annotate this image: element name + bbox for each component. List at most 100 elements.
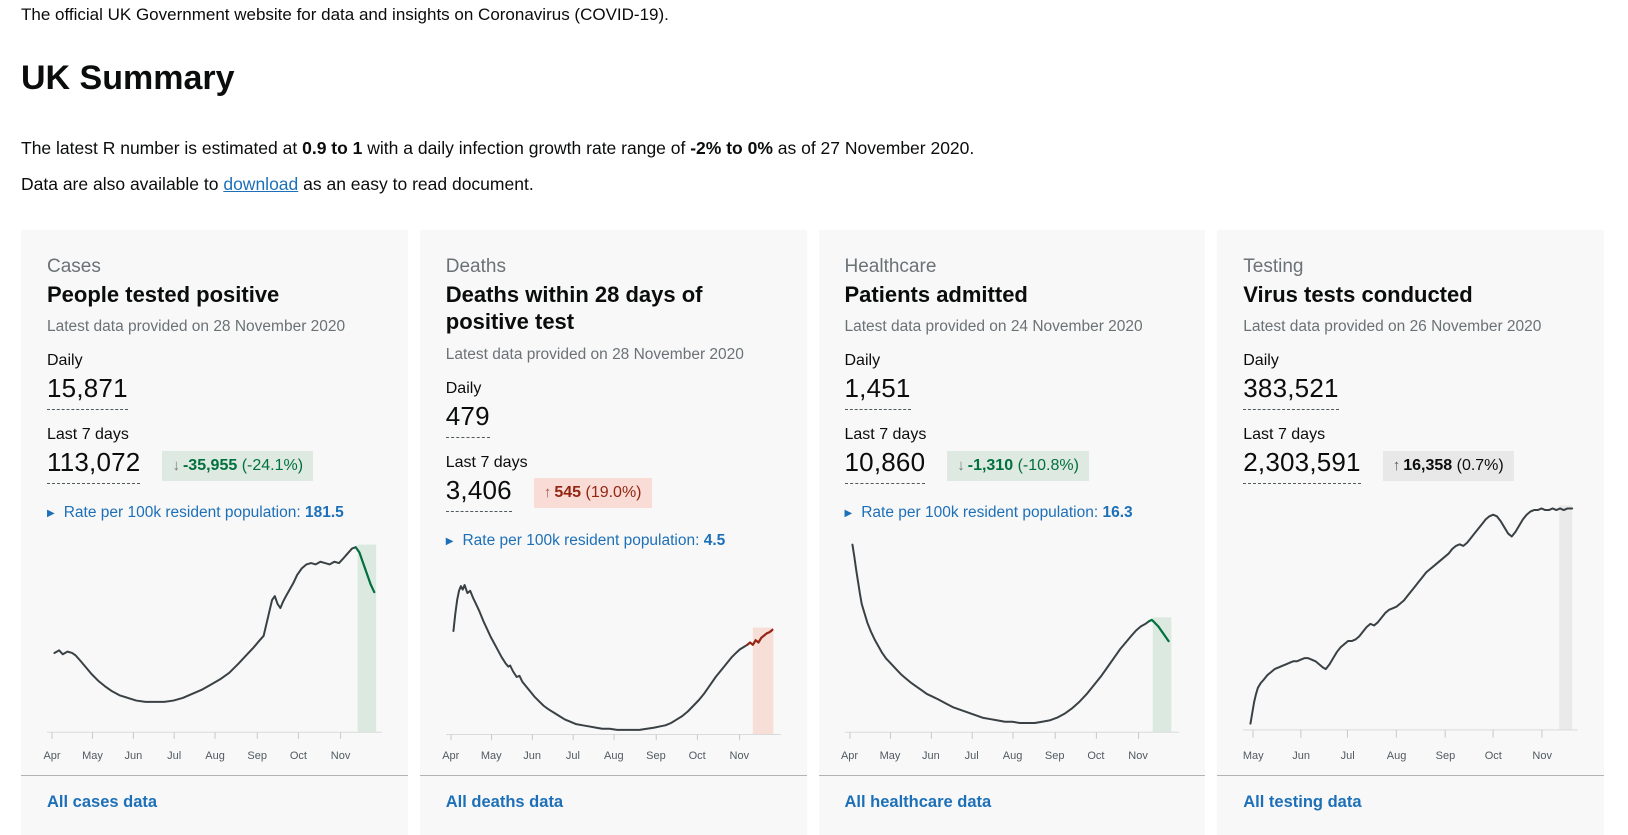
down-arrow-icon: ↓: [957, 456, 965, 474]
month-label: Jun: [1292, 749, 1311, 762]
all-data-link[interactable]: All testing data: [1243, 792, 1362, 811]
r-sentence-pre: The latest R number is estimated at: [21, 138, 303, 159]
all-data-link[interactable]: All deaths data: [445, 792, 564, 811]
month-label: Oct: [1087, 749, 1105, 762]
sparkline-chart: [446, 562, 781, 746]
month-label: Jun: [921, 749, 940, 762]
latest-date-note: Latest data provided on 28 November 2020: [47, 318, 346, 336]
month-label: Sep: [247, 749, 268, 762]
download-sentence-post: as an easy to read document.: [298, 174, 534, 195]
sparkline-area: Apr May Jun Jul Aug Sep Oct Nov: [420, 550, 807, 775]
rate-disclosure[interactable]: ▶ Rate per 100k resident population: 4.5: [446, 532, 781, 550]
sparkline-chart: [1243, 496, 1578, 746]
latest-date-note: Latest data provided on 24 November 2020: [844, 318, 1143, 336]
rate-value: 181.5: [304, 504, 344, 522]
up-arrow-icon: ↑: [1392, 456, 1401, 474]
week-label: Last 7 days: [47, 426, 129, 444]
week-stat: Last 7 days 10,860 ↓ -1,310 (-10.8%): [844, 426, 1180, 485]
month-axis: Apr May Jun Jul Aug Sep Oct Nov: [841, 749, 1180, 765]
change-percent: (-24.1%): [241, 456, 304, 474]
month-label: Nov: [330, 749, 351, 762]
all-data-link[interactable]: All healthcare data: [844, 792, 992, 811]
daily-value: 1,451: [844, 373, 911, 411]
summary-cards-row: Cases People tested positive Latest data…: [21, 229, 1604, 835]
month-label: Sep: [1044, 749, 1065, 762]
month-axis: Apr May Jun Jul Aug Sep Oct Nov: [43, 749, 382, 765]
sparkline-chart: [845, 534, 1180, 746]
card-title: Virus tests conducted: [1243, 281, 1473, 307]
sparkline-area: Apr May Jun Jul Aug Sep Oct Nov: [819, 522, 1206, 775]
week-stat: Last 7 days 2,303,591 ↑ 16,358 (0.7%): [1243, 426, 1578, 485]
month-label: Jul: [1340, 749, 1355, 762]
card-footer: All testing data: [1217, 774, 1604, 835]
summary-card-healthcare: Healthcare Patients admitted Latest data…: [818, 229, 1206, 835]
change-value: 545: [554, 484, 582, 502]
summary-card-testing: Testing Virus tests conducted Latest dat…: [1217, 229, 1604, 835]
month-label: Aug: [1002, 749, 1023, 762]
month-axis: Apr May Jun Jul Aug Sep Oct Nov: [442, 749, 781, 765]
week-stat: Last 7 days 113,072 ↓ -35,955 (-24.1%): [47, 426, 382, 485]
growth-rate-value: -2% to 0%: [690, 138, 773, 159]
month-label: Oct: [289, 749, 307, 762]
daily-label: Daily: [47, 352, 83, 370]
daily-value: 15,871: [47, 373, 128, 411]
sparkline-area: Apr May Jun Jul Aug Sep Oct Nov: [21, 522, 408, 775]
card-footer: All cases data: [21, 774, 408, 835]
daily-value: 479: [445, 401, 490, 438]
rate-label: Rate per 100k resident population:: [462, 531, 700, 549]
month-label: May: [1242, 749, 1264, 762]
month-axis: May Jun Jul Aug Sep Oct Nov: [1243, 750, 1578, 765]
download-link[interactable]: download: [223, 174, 299, 195]
rate-label: Rate per 100k resident population:: [861, 504, 1099, 522]
rate-value: 4.5: [703, 531, 726, 549]
change-percent: (0.7%): [1456, 456, 1504, 474]
rate-disclosure[interactable]: ▶ Rate per 100k resident population: 181.…: [47, 504, 382, 522]
month-label: Jul: [565, 749, 580, 762]
disclosure-triangle-icon: ▶: [844, 508, 853, 520]
change-badge: ↓ -35,955 (-24.1%): [162, 450, 314, 481]
month-label: Apr: [442, 749, 460, 762]
up-arrow-icon: ↑: [543, 484, 552, 502]
month-label: Sep: [1435, 749, 1456, 762]
summary-card-deaths: Deaths Deaths within 28 days of positive…: [419, 229, 807, 835]
week-value: 113,072: [47, 447, 141, 485]
week-value: 2,303,591: [1243, 447, 1361, 485]
week-label: Last 7 days: [1243, 426, 1326, 444]
latest-date-note: Latest data provided on 28 November 2020: [445, 345, 744, 363]
week-value: 10,860: [844, 447, 926, 485]
latest-date-note: Latest data provided on 26 November 2020: [1243, 318, 1542, 336]
month-label: Nov: [1128, 749, 1148, 762]
card-title: People tested positive: [47, 281, 280, 307]
disclosure-triangle-icon: ▶: [445, 535, 454, 547]
card-title: Deaths within 28 days of positive test: [445, 281, 703, 335]
daily-stat: Daily 15,871: [47, 352, 382, 411]
sparkline-chart: [47, 534, 382, 746]
month-label: May: [480, 749, 502, 762]
daily-stat: Daily 383,521: [1243, 352, 1578, 411]
month-label: May: [82, 749, 103, 762]
r-number-sentence: The latest R number is estimated at 0.9 …: [21, 137, 1604, 160]
change-value: -35,955: [182, 456, 238, 474]
week-label: Last 7 days: [445, 453, 528, 471]
disclosure-triangle-icon: ▶: [47, 508, 55, 520]
month-label: Aug: [1386, 749, 1407, 762]
change-value: -1,310: [967, 456, 1014, 474]
month-label: Aug: [603, 749, 624, 762]
week-stat: Last 7 days 3,406 ↑ 545 (19.0%): [445, 453, 781, 512]
month-label: Apr: [43, 749, 61, 762]
down-arrow-icon: ↓: [172, 456, 180, 474]
site-tagline: The official UK Government website for d…: [21, 5, 669, 24]
daily-label: Daily: [445, 379, 482, 397]
daily-label: Daily: [844, 352, 881, 370]
change-percent: (19.0%): [585, 484, 642, 502]
month-label: Nov: [729, 749, 750, 762]
month-label: Sep: [646, 749, 666, 762]
all-data-link[interactable]: All cases data: [47, 792, 158, 811]
rate-disclosure[interactable]: ▶ Rate per 100k resident population: 16.3: [845, 504, 1180, 522]
sparkline-area: May Jun Jul Aug Sep Oct Nov: [1217, 484, 1604, 775]
card-category: Deaths: [445, 255, 506, 277]
month-label: Nov: [1532, 749, 1552, 762]
daily-label: Daily: [1243, 352, 1279, 370]
week-value: 3,406: [445, 475, 512, 512]
